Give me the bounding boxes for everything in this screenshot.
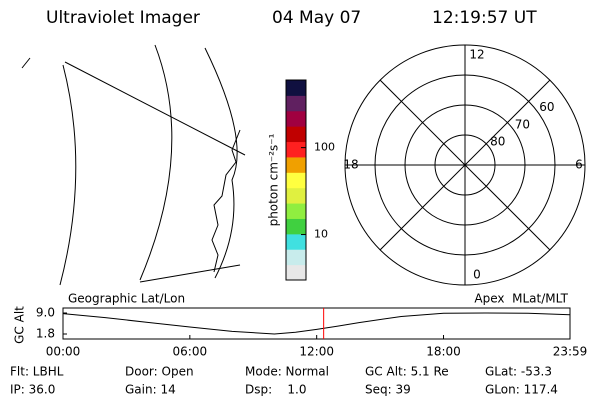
colorbar-segment xyxy=(286,249,306,266)
x-tick-label: 00:00 xyxy=(46,345,81,359)
colorbar-segment xyxy=(286,110,306,127)
x-tick-label: 18:00 xyxy=(426,345,461,359)
mlt-label: 18 xyxy=(343,158,358,172)
colorbar-segment xyxy=(286,264,306,281)
map-line xyxy=(21,57,31,69)
colorbar-label: photon cm⁻²s⁻¹ xyxy=(267,133,281,226)
timeline: 9.0 1.8 00:00 06:00 12:00 18:00 23:59 xyxy=(36,306,587,359)
x-tick-label: 12:00 xyxy=(299,345,334,359)
mlt-label: 6 xyxy=(575,158,583,172)
status-field: IP: 36.0 xyxy=(10,383,55,397)
colorbar-tick-label: 100 xyxy=(314,141,335,154)
latitude-label: 80 xyxy=(490,135,505,149)
colorbar-segment xyxy=(286,95,306,112)
map-line xyxy=(139,44,173,281)
instrument-title: Ultraviolet Imager xyxy=(46,8,200,28)
x-tick-label: 23:59 xyxy=(553,345,588,359)
footer: Flt: LBHL Door: Open Mode: Normal GC Alt: 5… xyxy=(10,365,558,397)
gc-altitude-line xyxy=(62,312,571,335)
colorbar-segment xyxy=(286,172,306,189)
colorbar-segment xyxy=(286,126,306,143)
colorbar: 10 100 xyxy=(285,79,335,281)
panel-title: Geographic Lat/Lon xyxy=(68,292,185,306)
colorbar-segment xyxy=(286,203,306,219)
colorbar-tick-label: 10 xyxy=(314,228,328,241)
mlt-label: 0 xyxy=(473,268,481,282)
colorbar-segment xyxy=(286,141,306,158)
x-tick-label: 06:00 xyxy=(173,345,208,359)
map-line xyxy=(139,264,241,283)
map-line xyxy=(64,61,246,156)
polar-diagonal xyxy=(379,79,551,251)
coastline xyxy=(211,129,241,273)
status-field: Dsp: 1.0 xyxy=(245,383,307,397)
map-line xyxy=(59,64,77,286)
y-tick-label: 1.8 xyxy=(36,327,55,341)
geographic-map xyxy=(21,44,246,286)
latitude-ring xyxy=(374,74,556,256)
colorbar-segment xyxy=(286,218,306,235)
y-axis-label: GC Alt xyxy=(13,306,27,344)
status-field: Flt: LBHL xyxy=(10,365,64,379)
colorbar-segment xyxy=(286,233,306,250)
status-field: Gain: 14 xyxy=(125,383,176,397)
map-line xyxy=(204,47,238,279)
status-field: Door: Open xyxy=(125,365,194,379)
latitude-ring xyxy=(404,104,526,226)
polar-grid xyxy=(345,45,585,285)
status-field: Seq: 39 xyxy=(365,383,411,397)
colorbar-segment xyxy=(286,156,306,173)
status-field: GLon: 117.4 xyxy=(485,383,558,397)
status-field: Mode: Normal xyxy=(245,365,329,379)
latitude-ring xyxy=(434,134,496,196)
panel-title: Apex MLat/MLT xyxy=(474,292,568,306)
polar-boundary xyxy=(344,44,586,286)
date: 04 May 07 xyxy=(272,8,361,28)
y-tick-label: 9.0 xyxy=(36,306,55,320)
status-field: GLat: -53.3 xyxy=(485,365,552,379)
status-field: GC Alt: 5.1 Re xyxy=(365,365,449,379)
colorbar-segment xyxy=(286,80,306,96)
time: 12:19:57 UT xyxy=(432,8,537,28)
colorbar-segment xyxy=(286,187,306,204)
latitude-label: 60 xyxy=(539,100,554,114)
colorbar-frame xyxy=(285,79,307,281)
mlt-label: 12 xyxy=(469,48,484,62)
latitude-label: 70 xyxy=(515,117,530,131)
